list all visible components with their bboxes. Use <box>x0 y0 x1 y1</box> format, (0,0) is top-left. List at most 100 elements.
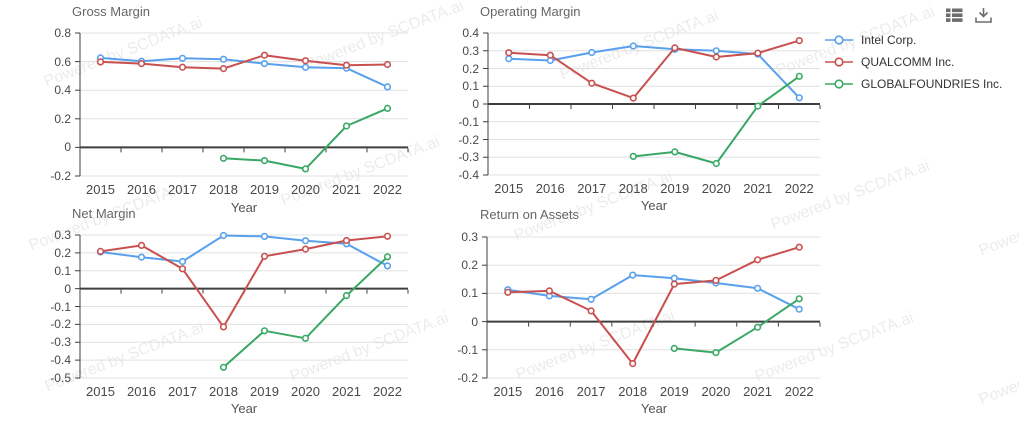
series-line <box>506 246 801 365</box>
data-point[interactable] <box>137 241 146 249</box>
y-tick-label: -0.4 <box>458 168 479 182</box>
legend-item-globalfoundries[interactable]: GLOBALFOUNDRIES Inc. <box>824 73 1002 95</box>
data-point[interactable] <box>753 256 762 264</box>
series-line <box>673 297 801 354</box>
data-point[interactable] <box>505 55 513 63</box>
data-point[interactable] <box>219 154 228 162</box>
data-point[interactable] <box>546 51 554 59</box>
x-axis-title-operating-margin: Year <box>640 198 668 213</box>
data-point[interactable] <box>753 323 762 331</box>
data-point[interactable] <box>587 307 595 315</box>
data-point[interactable] <box>219 64 228 73</box>
data-point[interactable] <box>178 54 187 62</box>
data-point[interactable] <box>795 94 803 102</box>
data-point[interactable] <box>588 48 596 57</box>
data-point[interactable] <box>504 288 512 296</box>
data-point[interactable] <box>301 334 310 342</box>
data-point[interactable] <box>96 58 105 66</box>
data-point[interactable] <box>301 57 310 65</box>
data-point[interactable] <box>178 63 187 71</box>
data-point[interactable] <box>712 47 720 55</box>
x-tick-label: 2022 <box>784 181 814 196</box>
data-point[interactable] <box>795 305 803 313</box>
data-point[interactable] <box>795 72 803 80</box>
data-point[interactable] <box>629 42 637 50</box>
y-tick-label: 0.2 <box>462 61 479 76</box>
data-point[interactable] <box>670 274 678 282</box>
data-point[interactable] <box>219 363 228 371</box>
data-point[interactable] <box>301 245 310 253</box>
legend-item-qualcomm[interactable]: QUALCOMM Inc. <box>824 51 1002 73</box>
data-point[interactable] <box>587 295 595 303</box>
y-tick-label: -0.1 <box>458 114 479 129</box>
legend-item-intel[interactable]: Intel Corp. <box>824 29 1002 51</box>
data-point[interactable] <box>137 59 146 68</box>
x-tick-label: 2021 <box>743 181 773 196</box>
data-point[interactable] <box>342 292 351 300</box>
data-point[interactable] <box>383 60 392 69</box>
y-tick-label: -0.1 <box>457 342 478 357</box>
data-point[interactable] <box>383 83 392 91</box>
x-tick-label: 2015 <box>86 182 115 197</box>
data-point[interactable] <box>383 262 392 270</box>
data-point[interactable] <box>342 122 351 130</box>
data-point[interactable] <box>178 257 187 266</box>
data-point[interactable] <box>754 102 762 110</box>
data-point[interactable] <box>383 253 392 261</box>
data-point[interactable] <box>795 295 803 303</box>
data-point[interactable] <box>671 44 679 52</box>
data-point[interactable] <box>712 159 720 168</box>
data-point[interactable] <box>670 344 678 353</box>
x-tick-label: 2019 <box>250 384 279 399</box>
x-tick-label: 2018 <box>209 384 238 399</box>
data-point[interactable] <box>545 287 554 295</box>
y-tick-label: 0 <box>472 97 479 111</box>
data-point[interactable] <box>219 323 228 331</box>
data-point[interactable] <box>260 327 269 335</box>
data-point[interactable] <box>505 49 513 57</box>
data-point[interactable] <box>629 271 637 279</box>
data-point[interactable] <box>795 36 803 45</box>
x-tick-label: 2017 <box>168 182 197 197</box>
data-point[interactable] <box>260 59 269 68</box>
data-point[interactable] <box>342 236 351 245</box>
data-point[interactable] <box>260 51 269 59</box>
data-point[interactable] <box>629 94 637 102</box>
data-point[interactable] <box>629 360 637 368</box>
data-point[interactable] <box>219 231 228 240</box>
line-series-icon <box>825 57 853 67</box>
data-point[interactable] <box>712 53 720 61</box>
data-point[interactable] <box>260 252 269 260</box>
save-as-image-icon[interactable] <box>974 7 993 24</box>
data-point[interactable] <box>301 165 310 173</box>
x-tick-label: 2016 <box>127 384 156 399</box>
x-tick-label: 2021 <box>743 384 773 399</box>
data-point[interactable] <box>383 232 392 240</box>
data-point[interactable] <box>588 79 596 87</box>
data-point[interactable] <box>260 157 269 165</box>
data-point[interactable] <box>754 49 762 57</box>
y-tick-label: 0 <box>64 281 71 296</box>
data-point[interactable] <box>671 148 679 156</box>
data-point[interactable] <box>795 243 803 251</box>
data-point[interactable] <box>670 280 678 288</box>
data-point[interactable] <box>301 237 310 245</box>
data-point[interactable] <box>712 276 720 285</box>
data-point[interactable] <box>383 104 392 112</box>
y-tick-label: 0.1 <box>461 286 478 301</box>
data-point[interactable] <box>96 247 105 255</box>
data-point[interactable] <box>219 55 228 63</box>
data-point[interactable] <box>260 232 269 240</box>
data-point[interactable] <box>178 265 187 273</box>
data-point[interactable] <box>301 63 310 71</box>
data-point[interactable] <box>753 284 762 292</box>
x-axis-title-gross-margin: Year <box>230 200 258 215</box>
x-tick-label: 2018 <box>618 181 648 196</box>
data-point[interactable] <box>137 253 146 261</box>
data-point[interactable] <box>342 61 351 69</box>
data-point[interactable] <box>712 349 720 357</box>
y-tick-label: -0.3 <box>458 150 479 165</box>
data-view-icon[interactable] <box>946 7 963 24</box>
data-point[interactable] <box>629 152 637 160</box>
